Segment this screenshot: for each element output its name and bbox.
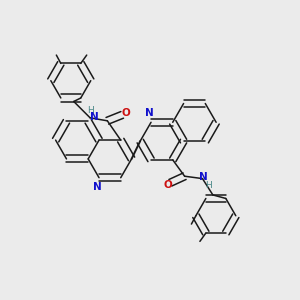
Text: N: N (91, 112, 99, 122)
Text: H: H (206, 181, 212, 190)
Text: N: N (199, 172, 207, 182)
Text: O: O (122, 108, 130, 118)
Text: H: H (87, 106, 94, 116)
Text: O: O (163, 180, 172, 190)
Text: N: N (93, 182, 102, 192)
Text: N: N (145, 108, 154, 118)
